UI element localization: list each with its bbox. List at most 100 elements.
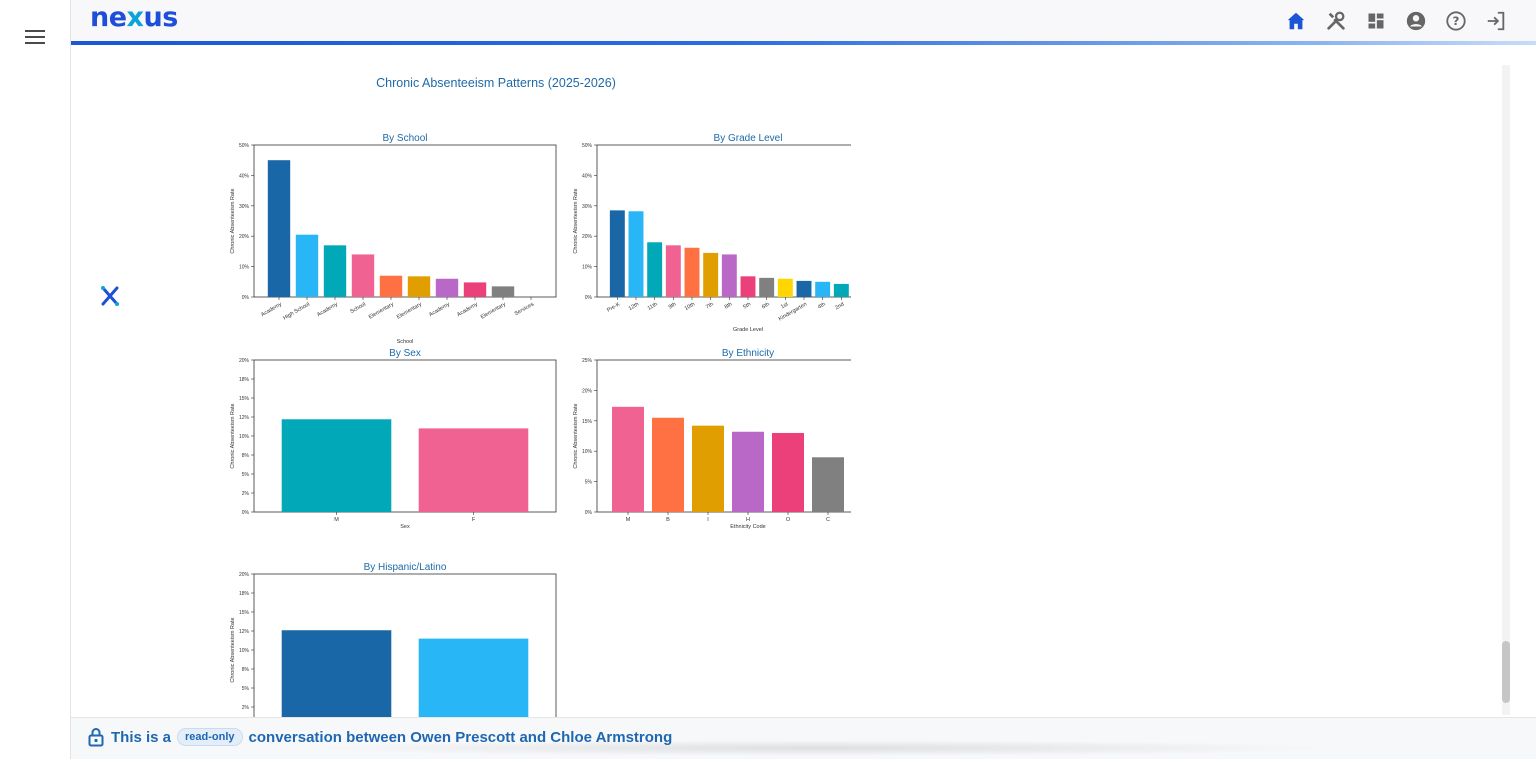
- chart-5-ytick-label: 2%: [242, 705, 250, 711]
- tools-icon[interactable]: [1324, 9, 1348, 33]
- chart-2-bar: [721, 254, 737, 297]
- chart-1-bar: [295, 234, 319, 297]
- read-only-banner: This is a read-only conversation between…: [71, 717, 1536, 759]
- chart-1-bar: [463, 282, 487, 297]
- chart-4-xtick-label: B: [666, 517, 670, 523]
- menu-icon[interactable]: [25, 30, 45, 44]
- chart-4-ytick-label: 15%: [582, 419, 593, 425]
- dashboard-icon[interactable]: [1364, 9, 1388, 33]
- chart-1-xtick-label: Academy: [316, 301, 339, 318]
- chart-4-bar: [732, 431, 764, 512]
- chart-2-xtick-label: 2nd: [834, 302, 845, 312]
- chart-3-ytick-label: 2%: [242, 491, 250, 497]
- chart-5-bar: [281, 630, 392, 717]
- chart-5-ytick-label: 20%: [239, 572, 250, 578]
- chart-1-bar: [435, 278, 459, 297]
- chart-2-bar: [703, 252, 719, 297]
- chart-4-ytick-label: 10%: [582, 449, 593, 455]
- chart-2-xlabel: Grade Level: [733, 327, 763, 333]
- chart-3-ytick-label: 5%: [242, 472, 250, 478]
- banner-prefix: This is a: [111, 728, 172, 746]
- chart-1-frame: [253, 144, 557, 298]
- scrollbar-thumb[interactable]: [1502, 641, 1510, 703]
- chart-3-ytick-label: 15%: [239, 396, 250, 402]
- chart-4-bar: [692, 425, 724, 512]
- chart-5-ytick-label: 12%: [239, 629, 250, 635]
- account-icon[interactable]: [1404, 9, 1428, 33]
- chart-1-bar: [379, 275, 403, 297]
- chart-5-ytick-label: 5%: [242, 686, 250, 692]
- chart-2-bar: [833, 283, 849, 297]
- chart-1-xtick-label: Elementary: [480, 301, 507, 320]
- chart-5-bar: [418, 638, 529, 717]
- chart-5-ylabel: Chronic Absenteeism Rate: [230, 617, 236, 682]
- chart-1-bar: [491, 286, 515, 297]
- chart-2-ytick-label: 0%: [585, 295, 593, 301]
- chart-3-ylabel: Chronic Absenteeism Rate: [230, 403, 236, 468]
- chart-4-xtick-label: C: [826, 517, 830, 523]
- chart-1-xtick-label: Elementary: [368, 301, 395, 320]
- left-rail: [0, 0, 71, 759]
- chart-4-xtick-label: H: [746, 517, 750, 523]
- logout-icon[interactable]: [1484, 9, 1508, 33]
- chart-2-xtick-label: Pre-K: [606, 301, 621, 313]
- chart-4-ylabel: Chronic Absenteeism Rate: [573, 403, 579, 468]
- chart-1-ylabel: Chronic Absenteeism Rate: [230, 188, 236, 253]
- read-only-badge: read-only: [177, 728, 243, 746]
- chart-2-bar: [777, 278, 793, 297]
- banner-suffix: conversation between Owen Prescott and C…: [248, 728, 673, 746]
- figure-title: Chronic Absenteeism Patterns (2025-2026): [376, 76, 616, 90]
- header-icon-bar: ?: [1284, 9, 1508, 33]
- svg-text:?: ?: [1453, 14, 1460, 28]
- chart-2-xtick-label: 11th: [647, 302, 659, 312]
- chart-4-bar: [772, 432, 804, 512]
- chart-1-bar: [407, 276, 431, 297]
- chart-5-ytick-label: 10%: [239, 648, 250, 654]
- chart-2-bar: [740, 276, 756, 297]
- chart-5-ytick-label: 15%: [239, 610, 250, 616]
- chart-3-ytick-label: 10%: [239, 434, 250, 440]
- app-logo[interactable]: nexus: [90, 2, 178, 33]
- chart-2-bar: [759, 277, 775, 297]
- chart-4-bar: [612, 406, 644, 512]
- chart-2-ytick-label: 10%: [582, 265, 593, 271]
- chart-2-bar: [609, 210, 625, 297]
- chart-2-title: By Grade Level: [714, 133, 783, 144]
- chart-2-ylabel: Chronic Absenteeism Rate: [573, 188, 579, 253]
- chart-2-xtick-label: 4th: [817, 302, 827, 311]
- chart-2-bar: [628, 211, 644, 297]
- chart-1-xlabel: School: [397, 339, 414, 345]
- footer-shadow: [300, 740, 1340, 756]
- chart-2-ytick-label: 40%: [582, 173, 593, 179]
- chart-2-ytick-label: 20%: [582, 234, 593, 240]
- chart-4-bar: [652, 417, 684, 512]
- chart-1-bar: [323, 245, 347, 297]
- chart-2-xtick-label: 9th: [668, 302, 678, 311]
- chart-4-xtick-label: M: [626, 517, 631, 523]
- help-icon[interactable]: ?: [1444, 9, 1468, 33]
- chart-5-ytick-label: 18%: [239, 591, 250, 597]
- chart-3-xtick-label: F: [472, 517, 476, 523]
- chart-2-ytick-label: 50%: [582, 143, 593, 149]
- home-icon[interactable]: [1284, 9, 1308, 33]
- chart-2-xtick-label: 12th: [628, 302, 640, 313]
- header-accent-line: [71, 41, 1536, 45]
- chart-1-xtick-label: Academy: [428, 301, 451, 318]
- chart-3-xtick-label: M: [334, 517, 339, 523]
- chart-3-ytick-label: 8%: [242, 453, 250, 459]
- chart-2-bar: [796, 280, 812, 297]
- chart-4-xlabel: Ethnicity Code: [730, 524, 765, 530]
- chart-2-xtick-label: 6th: [761, 302, 771, 311]
- chart-1-ytick-label: 0%: [242, 295, 250, 301]
- chart-3-bar: [281, 419, 392, 512]
- lock-icon: [88, 728, 104, 747]
- chart-1-xtick-label: Academy: [260, 301, 283, 318]
- chart-4-xtick-label: I: [707, 517, 709, 523]
- scrollbar-track[interactable]: [1502, 65, 1510, 715]
- chart-2-xtick-label: 1st: [780, 301, 790, 310]
- chart-2-xtick-label: 7th: [705, 302, 715, 311]
- chart-2-bar: [647, 242, 663, 297]
- conversation-content[interactable]: Chronic Absenteeism Patterns (2025-2026)…: [71, 45, 1536, 717]
- chart-2-xtick-label: 5th: [742, 302, 752, 311]
- agent-avatar-icon: [99, 285, 121, 307]
